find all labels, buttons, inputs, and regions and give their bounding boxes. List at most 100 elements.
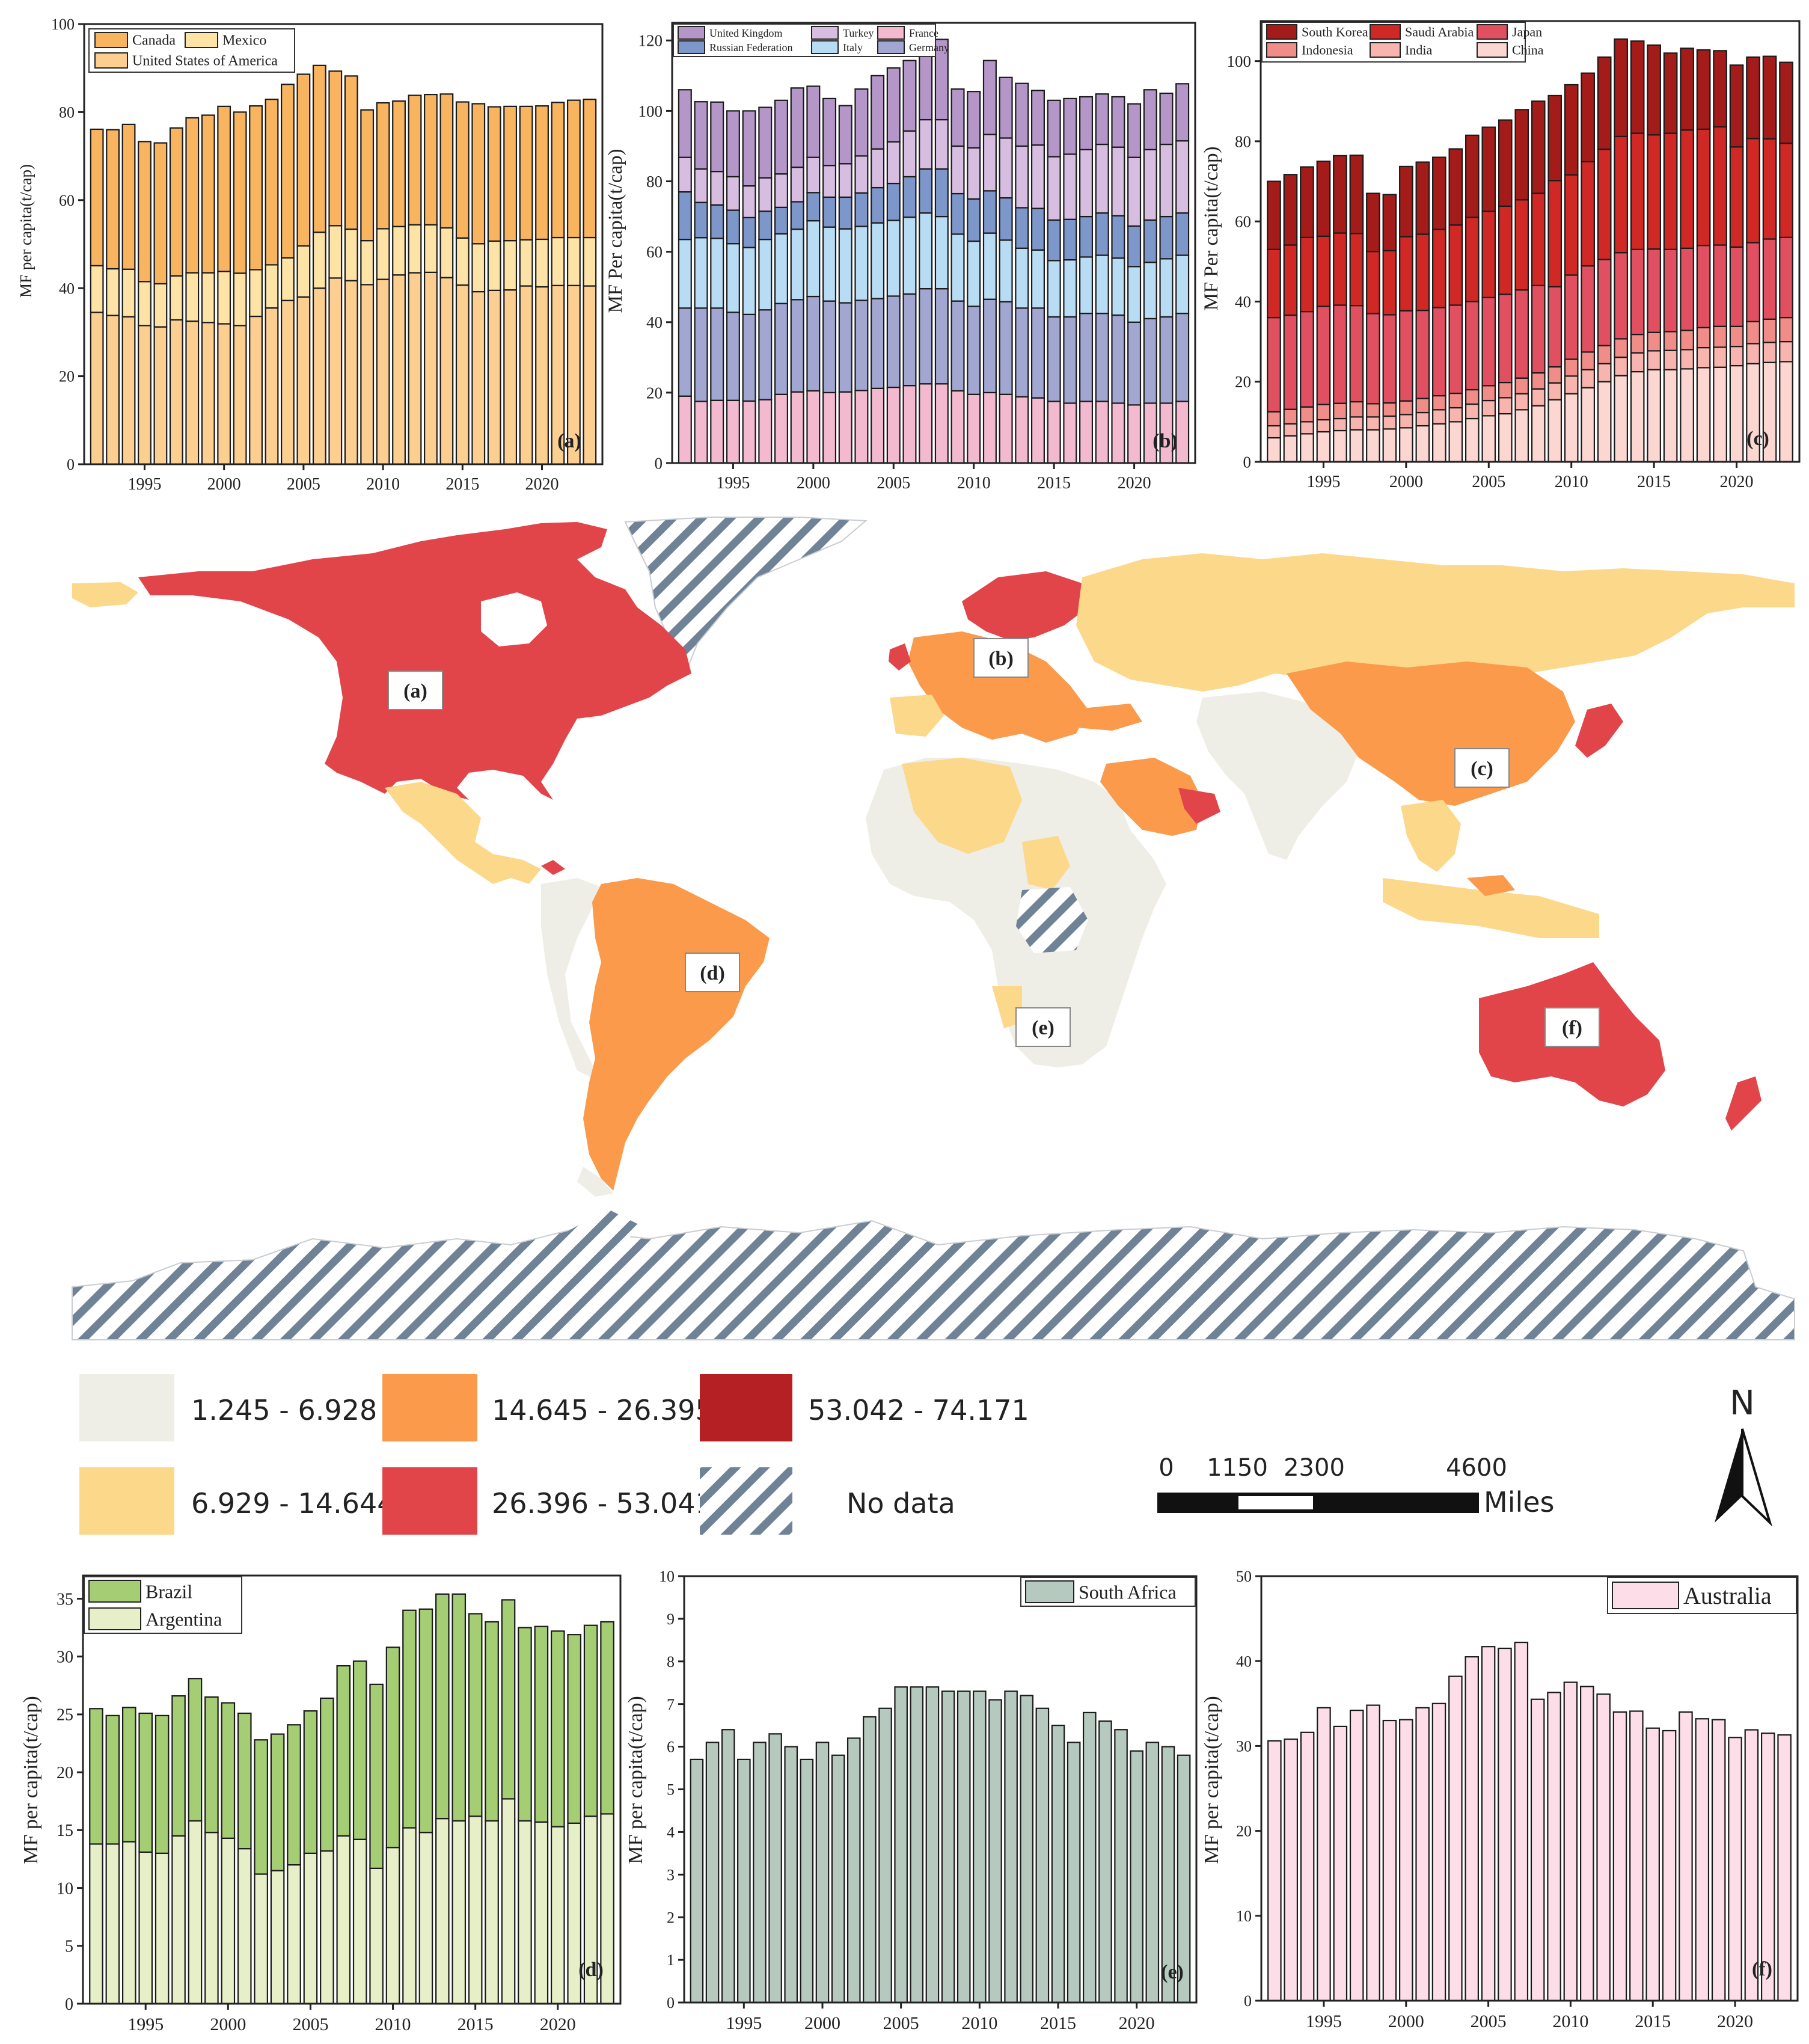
bar-2000-brazil xyxy=(221,1702,236,1839)
bar-1993-japan xyxy=(1283,315,1298,410)
bar-2020-indonesia xyxy=(1729,325,1744,348)
bar-1992-indonesia xyxy=(1267,411,1281,427)
bar-1993-brazil xyxy=(105,1714,120,1845)
bar-2007-south-africa xyxy=(925,1686,940,2004)
bar-2019-united-kingdom xyxy=(1111,96,1125,148)
caribbean-high xyxy=(541,860,565,875)
bar-1994-germany xyxy=(710,307,724,401)
bar-1999-south-africa xyxy=(800,1758,814,2004)
bar-1998-france xyxy=(774,393,788,464)
bar-2015-united-states-of-america xyxy=(455,284,470,465)
bar-2006-brazil xyxy=(320,1697,334,1852)
x-tick-label: 2005 xyxy=(287,475,320,494)
x-tick-label: 2020 xyxy=(525,475,559,494)
legend-item: Argentina xyxy=(88,1607,222,1630)
bar-1997-united-kingdom xyxy=(758,106,773,179)
region-label-f: (f) xyxy=(1544,1007,1600,1047)
bar-2006-china xyxy=(1498,413,1513,463)
bar-2001-canada xyxy=(233,111,247,274)
x-tick-label: 2005 xyxy=(292,2015,328,2034)
x-tick-label: 1995 xyxy=(1306,2012,1342,2031)
bar-1998-japan xyxy=(1366,313,1380,405)
plot-area: 0 5 10 15 20 25 30 35 1995 2000 2005 2010 2015 2020 Br… xyxy=(57,1574,622,2034)
bar-2003-canada xyxy=(265,99,279,266)
bar-1997-south-korea xyxy=(1349,155,1364,235)
bar-1995-mexico xyxy=(138,281,152,327)
bar-2016-mexico xyxy=(471,243,486,293)
bar-2020-united-kingdom xyxy=(1127,103,1142,158)
legend-label: Australia xyxy=(1683,1582,1772,1609)
bar-2014-brazil xyxy=(451,1593,467,1822)
bar-1997-united-states-of-america xyxy=(169,319,183,465)
bar-2010-saudi-arabia xyxy=(1564,174,1579,276)
bar-2017-united-kingdom xyxy=(1079,96,1094,150)
bar-2015-saudi-arabia xyxy=(1647,134,1661,250)
bar-2004-japan xyxy=(1465,301,1480,391)
bar-2005-brazil xyxy=(303,1710,318,1854)
bar-1993-argentina xyxy=(105,1843,120,2005)
y-tick-label: 80 xyxy=(646,173,663,191)
bar-2004-south-korea xyxy=(1465,134,1480,218)
y-tick-label: 25 xyxy=(57,1706,73,1725)
bar-1996-germany xyxy=(742,313,756,402)
bar-2006-canada xyxy=(312,64,326,233)
panel-label: (c) xyxy=(1746,428,1769,450)
bar-2004-argentina xyxy=(287,1864,301,2005)
legend-swatch xyxy=(811,40,839,54)
svg-text:(c): (c) xyxy=(1471,758,1493,780)
bar-2009-china xyxy=(1547,399,1563,463)
bar-2023-indonesia xyxy=(1779,317,1793,343)
bar-2008-canada xyxy=(344,75,358,230)
bar-2000-japan xyxy=(1399,310,1413,402)
legend-swatch xyxy=(678,26,705,40)
bar-2008-united-states-of-america xyxy=(344,280,358,465)
bar-2007-saudi-arabia xyxy=(1514,199,1529,291)
bar-2015-australia xyxy=(1645,1727,1660,2002)
bar-2007-india xyxy=(1514,393,1529,411)
bar-1993-germany xyxy=(694,307,708,402)
bar-1995-germany xyxy=(726,312,740,401)
legend-label: United Kingdom xyxy=(709,27,783,39)
bar-2001-united-states-of-america xyxy=(233,325,247,465)
bar-2010-south-africa xyxy=(973,1690,987,2004)
legend-label: India xyxy=(1405,43,1432,58)
bar-2006-italy xyxy=(902,216,917,295)
bar-2010-china xyxy=(1564,393,1579,463)
bar-2009-japan xyxy=(1547,286,1563,368)
bar-2000-china xyxy=(1399,427,1413,463)
bar-2016-argentina xyxy=(485,1820,499,2005)
bar-2000-indonesia xyxy=(1399,400,1413,416)
south-america-northwest xyxy=(541,878,601,1082)
bar-1998-south-korea xyxy=(1366,192,1380,253)
legend-label: United States of America xyxy=(132,54,278,69)
bar-2004-russian-federation xyxy=(871,186,885,224)
bar-2006-germany xyxy=(902,293,917,387)
plot-area: 0 10 20 30 40 50 1995 2000 2005 2010 2015 2020 Austr… xyxy=(1236,1568,1799,2031)
bar-1999-germany xyxy=(790,299,804,393)
bar-2007-argentina xyxy=(336,1835,351,2005)
bar-2000-united-states-of-america xyxy=(217,323,231,465)
bar-1999-indonesia xyxy=(1382,402,1397,417)
bar-2001-india xyxy=(1415,411,1430,427)
north-america-high xyxy=(138,522,691,800)
bar-2006-france xyxy=(902,385,917,464)
chart-panel-c: MF Per capita(t/cap) 0 20 40 60 80 100 1995 200… xyxy=(1201,20,1801,491)
bar-2012-germany xyxy=(999,301,1013,395)
legend-swatch xyxy=(1370,42,1401,58)
chart-legend: Canada Mexico United States of America xyxy=(88,28,295,73)
bar-1995-france xyxy=(726,399,740,464)
bar-1997-mexico xyxy=(169,275,183,321)
legend-swatch xyxy=(382,1467,477,1535)
panel-label: (d) xyxy=(578,1959,604,1981)
bar-1999-india xyxy=(1382,415,1397,430)
bar-2006-south-africa xyxy=(910,1686,924,2004)
bar-1994-japan xyxy=(1300,311,1314,408)
scale-tick-0: 0 xyxy=(1159,1454,1174,1482)
bar-2013-brazil xyxy=(435,1593,450,1820)
bar-2004-france xyxy=(871,387,885,464)
bar-1992-south-africa xyxy=(690,1758,704,2004)
bar-2017-south-africa xyxy=(1082,1711,1097,2004)
legend-swatch xyxy=(79,1374,174,1441)
bar-2005-australia xyxy=(1481,1646,1496,2002)
bar-2022-south-korea xyxy=(1762,55,1777,140)
